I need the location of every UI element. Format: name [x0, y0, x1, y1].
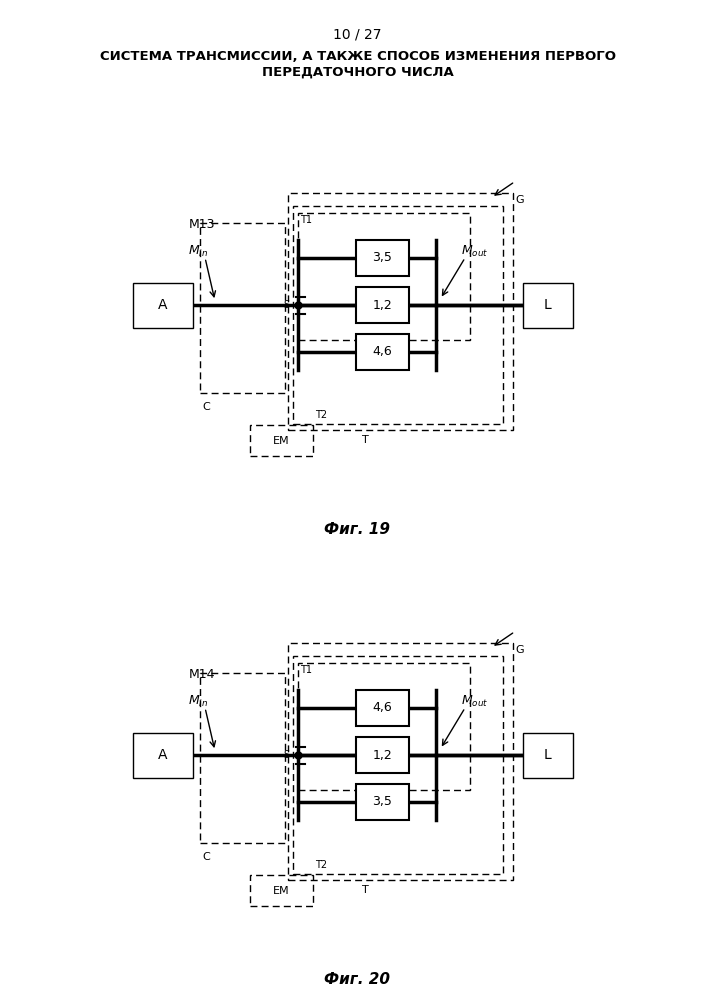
Bar — [356, 334, 409, 370]
Text: EM: EM — [273, 436, 290, 446]
Bar — [250, 425, 312, 456]
Text: A: A — [158, 748, 167, 762]
Text: S: S — [283, 300, 290, 310]
Text: T: T — [363, 435, 369, 445]
Text: Фиг. 19: Фиг. 19 — [325, 522, 390, 538]
Bar — [250, 875, 312, 906]
Text: T1: T1 — [300, 665, 312, 675]
Text: M14: M14 — [189, 668, 215, 680]
Bar — [292, 656, 503, 874]
Bar — [287, 643, 513, 880]
Text: ПЕРЕДАТОЧНОГО ЧИСЛА: ПЕРЕДАТОЧНОГО ЧИСЛА — [262, 66, 453, 79]
Bar — [356, 690, 409, 726]
Bar — [200, 672, 285, 842]
Text: EM: EM — [273, 886, 290, 896]
Text: T1: T1 — [300, 215, 312, 225]
Bar — [132, 282, 192, 328]
Text: $M_{out}$: $M_{out}$ — [461, 693, 488, 709]
Bar — [200, 223, 285, 392]
Text: 10 / 27: 10 / 27 — [333, 28, 382, 42]
Text: 4,6: 4,6 — [373, 702, 393, 714]
Text: 1,2: 1,2 — [373, 748, 393, 762]
Text: G: G — [515, 645, 523, 655]
Bar — [292, 206, 503, 424]
Text: L: L — [543, 298, 551, 312]
Text: 3,5: 3,5 — [373, 796, 393, 808]
Text: C: C — [202, 401, 210, 412]
Bar — [132, 732, 192, 778]
Bar — [523, 282, 573, 328]
Bar — [356, 784, 409, 820]
Text: T2: T2 — [315, 410, 327, 420]
Text: T2: T2 — [315, 860, 327, 870]
Bar — [297, 662, 470, 790]
Text: $M_{out}$: $M_{out}$ — [461, 243, 488, 259]
Text: 4,6: 4,6 — [373, 346, 393, 359]
Bar — [523, 732, 573, 778]
Text: C: C — [202, 852, 210, 861]
Text: L: L — [543, 748, 551, 762]
Text: СИСТЕМА ТРАНСМИССИИ, А ТАКЖЕ СПОСОБ ИЗМЕНЕНИЯ ПЕРВОГО: СИСТЕМА ТРАНСМИССИИ, А ТАКЖЕ СПОСОБ ИЗМЕ… — [99, 50, 616, 63]
Bar — [287, 192, 513, 430]
Text: S: S — [283, 750, 290, 760]
Bar — [356, 737, 409, 773]
Bar — [297, 213, 470, 340]
Text: $M_{in}$: $M_{in}$ — [189, 243, 209, 259]
Text: 3,5: 3,5 — [373, 251, 393, 264]
Text: $M_{in}$: $M_{in}$ — [189, 693, 209, 709]
Text: Фиг. 20: Фиг. 20 — [325, 972, 390, 988]
Text: T: T — [363, 885, 369, 895]
Bar — [356, 240, 409, 276]
Text: 1,2: 1,2 — [373, 298, 393, 312]
Text: G: G — [515, 195, 523, 205]
Text: A: A — [158, 298, 167, 312]
Bar — [356, 287, 409, 323]
Text: M13: M13 — [189, 218, 215, 231]
